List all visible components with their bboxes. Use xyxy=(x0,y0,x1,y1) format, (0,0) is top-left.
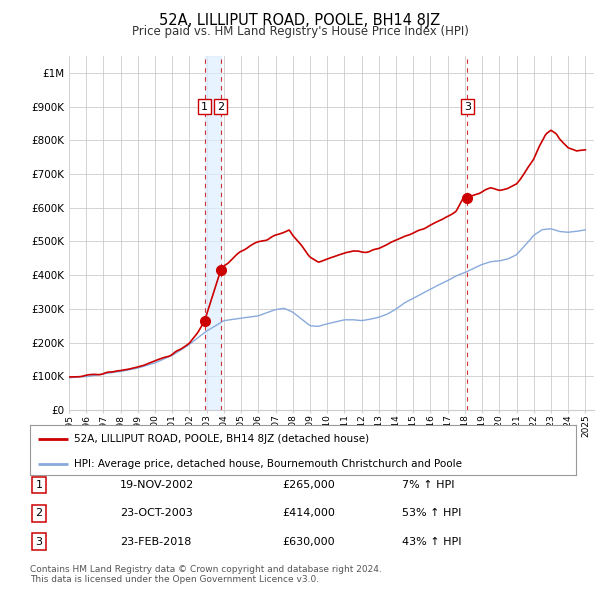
Text: 23-OCT-2003: 23-OCT-2003 xyxy=(120,509,193,518)
Text: £414,000: £414,000 xyxy=(282,509,335,518)
Text: 1: 1 xyxy=(35,480,43,490)
Text: £265,000: £265,000 xyxy=(282,480,335,490)
Text: 43% ↑ HPI: 43% ↑ HPI xyxy=(402,537,461,546)
Text: 7% ↑ HPI: 7% ↑ HPI xyxy=(402,480,455,490)
Text: 53% ↑ HPI: 53% ↑ HPI xyxy=(402,509,461,518)
Text: 23-FEB-2018: 23-FEB-2018 xyxy=(120,537,191,546)
Text: 3: 3 xyxy=(35,537,43,546)
Text: 52A, LILLIPUT ROAD, POOLE, BH14 8JZ (detached house): 52A, LILLIPUT ROAD, POOLE, BH14 8JZ (det… xyxy=(74,434,369,444)
Text: £630,000: £630,000 xyxy=(282,537,335,546)
Bar xyxy=(205,56,221,410)
Text: Price paid vs. HM Land Registry's House Price Index (HPI): Price paid vs. HM Land Registry's House … xyxy=(131,25,469,38)
Text: 19-NOV-2002: 19-NOV-2002 xyxy=(120,480,194,490)
Text: 2: 2 xyxy=(217,101,224,112)
Text: 2: 2 xyxy=(35,509,43,518)
Text: 3: 3 xyxy=(464,101,471,112)
Text: 1: 1 xyxy=(201,101,208,112)
Text: Contains HM Land Registry data © Crown copyright and database right 2024.
This d: Contains HM Land Registry data © Crown c… xyxy=(30,565,382,584)
Text: 52A, LILLIPUT ROAD, POOLE, BH14 8JZ: 52A, LILLIPUT ROAD, POOLE, BH14 8JZ xyxy=(160,13,440,28)
Text: HPI: Average price, detached house, Bournemouth Christchurch and Poole: HPI: Average price, detached house, Bour… xyxy=(74,459,461,469)
